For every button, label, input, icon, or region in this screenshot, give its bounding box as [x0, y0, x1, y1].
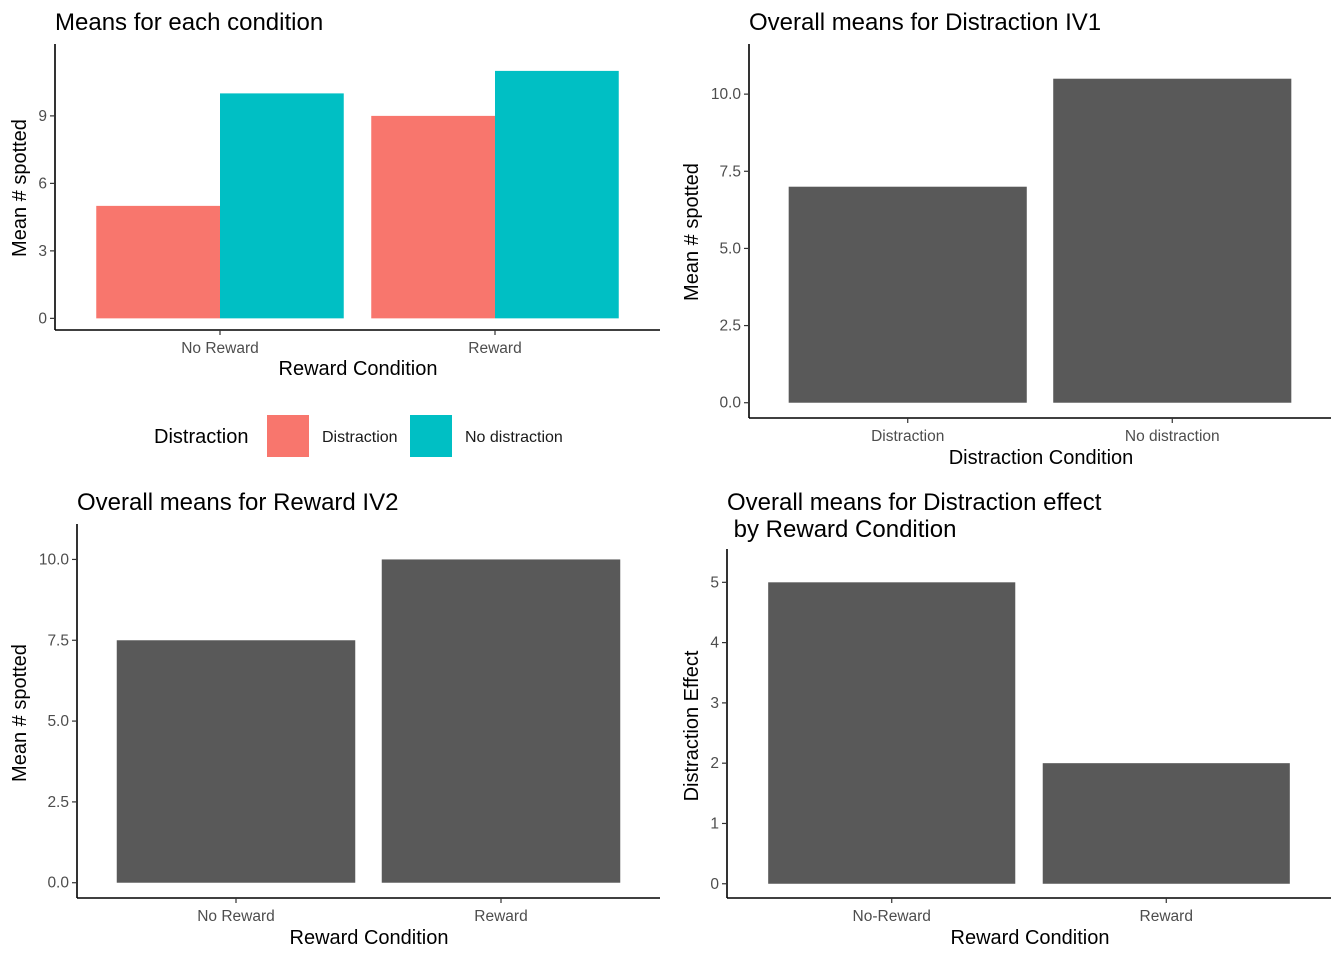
y-tick-label: 0.0 — [47, 875, 69, 892]
y-axis-title: Distraction Effect — [681, 650, 703, 801]
plot-area: 0.0 2.5 5.0 7.5 10.0 No Reward Reward — [39, 524, 660, 925]
y-tick-label: 5.0 — [719, 240, 741, 257]
plot-area: 0 1 2 3 4 5 No-Reward Reward — [710, 549, 1331, 925]
chart-title: Means for each condition — [55, 9, 323, 36]
y-tick-label: 10.0 — [711, 86, 742, 103]
bar-distraction — [788, 186, 1027, 403]
x-axis-title: Distraction Condition — [949, 447, 1134, 469]
panel-distraction-iv1: Overall means for Distraction IV1 0.0 2.5… — [681, 9, 1331, 469]
y-tick-label: 0 — [710, 876, 719, 893]
legend-swatch-no-distraction — [410, 415, 452, 457]
x-tick-label: Reward — [474, 908, 527, 925]
x-tick-label: No distraction — [1125, 428, 1220, 445]
y-axis-title: Mean # spotted — [9, 644, 31, 782]
plot-area: 0 3 6 9 No Reward Reward — [38, 44, 660, 357]
legend: Distraction Distraction No distraction — [154, 415, 563, 457]
panel-distraction-effect: Overall means for Distraction effect by … — [681, 489, 1331, 949]
x-axis-title: Reward Condition — [290, 927, 449, 949]
legend-title: Distraction — [154, 426, 248, 448]
y-tick-label: 5 — [710, 574, 719, 591]
bar-no-reward — [768, 582, 1016, 884]
x-tick-label: Reward — [468, 340, 521, 357]
panel-means-each-condition: Means for each condition 0 3 6 9 No Reward Re… — [9, 9, 660, 457]
y-axis-title: Mean # spotted — [9, 119, 31, 257]
x-axis-title: Reward Condition — [279, 358, 438, 380]
bar-reward — [1042, 763, 1290, 884]
y-tick-label: 3 — [38, 243, 47, 260]
chart-title: Overall means for Distraction effect by … — [727, 489, 1102, 543]
bar-no-distraction-no-reward — [220, 93, 344, 319]
legend-label-no-distraction: No distraction — [465, 429, 563, 446]
x-axis-title: Reward Condition — [951, 927, 1110, 949]
y-tick-label: 2.5 — [719, 318, 741, 335]
y-tick-label: 9 — [38, 108, 47, 125]
bar-reward — [381, 559, 621, 883]
x-tick-label: No Reward — [197, 908, 275, 925]
y-tick-label: 2.5 — [47, 794, 69, 811]
x-tick-label: No Reward — [181, 340, 259, 357]
y-tick-label: 6 — [38, 175, 47, 192]
y-tick-label: 10.0 — [39, 551, 70, 568]
y-tick-label: 0 — [38, 310, 47, 327]
y-tick-label: 2 — [710, 755, 719, 772]
y-tick-label: 7.5 — [719, 163, 741, 180]
bar-no-distraction — [1053, 78, 1292, 403]
x-tick-label: No-Reward — [853, 908, 931, 925]
x-tick-label: Reward — [1140, 908, 1193, 925]
y-axis-title: Mean # spotted — [681, 163, 703, 301]
y-tick-label: 4 — [710, 635, 719, 652]
y-tick-label: 7.5 — [47, 632, 69, 649]
chart-title: Overall means for Distraction IV1 — [749, 9, 1101, 36]
y-tick-label: 5.0 — [47, 713, 69, 730]
bar-distraction-reward — [371, 115, 495, 319]
panel-reward-iv2: Overall means for Reward IV2 0.0 2.5 5.0 7.… — [9, 489, 660, 949]
bar-no-distraction-reward — [495, 70, 619, 319]
y-tick-label: 1 — [710, 815, 719, 832]
bar-no-reward — [116, 640, 356, 883]
y-tick-label: 0.0 — [719, 395, 741, 412]
plot-area: 0.0 2.5 5.0 7.5 10.0 Distraction No distractio… — [711, 44, 1331, 445]
bar-distraction-no-reward — [96, 205, 220, 319]
legend-swatch-distraction — [267, 415, 309, 457]
x-tick-label: Distraction — [871, 428, 944, 445]
legend-label-distraction: Distraction — [322, 429, 398, 446]
y-tick-label: 3 — [710, 695, 719, 712]
chart-title: Overall means for Reward IV2 — [77, 489, 398, 516]
